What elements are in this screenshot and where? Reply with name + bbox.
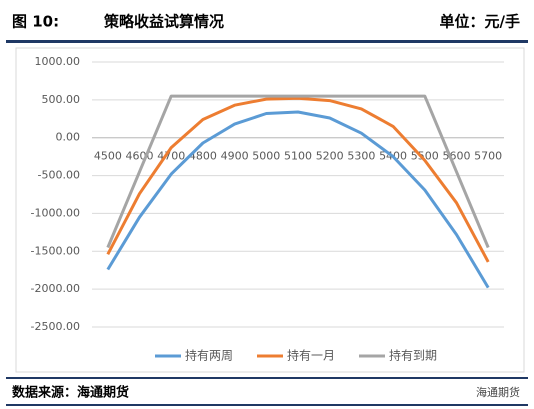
footer-rule bbox=[6, 404, 528, 406]
series-line bbox=[106, 94, 490, 249]
legend-label: 持有两周 bbox=[185, 348, 233, 363]
x-tick-label: 5200 bbox=[316, 150, 344, 163]
y-tick-label: -2500.00 bbox=[31, 320, 80, 333]
series-line bbox=[106, 110, 490, 289]
figure-label: 图 10: bbox=[12, 13, 59, 31]
x-tick-label: 4900 bbox=[221, 150, 249, 163]
y-tick-label: 0.00 bbox=[56, 131, 81, 144]
source: 数据来源：海通期货 bbox=[12, 385, 129, 401]
legend-label: 持有到期 bbox=[389, 348, 437, 363]
y-tick-label: 1000.00 bbox=[35, 55, 81, 68]
y-tick-label: -1500.00 bbox=[31, 244, 80, 257]
series-line bbox=[106, 96, 490, 263]
chart-frame bbox=[15, 47, 525, 373]
x-tick-label: 4800 bbox=[189, 150, 217, 163]
x-tick-label: 5700 bbox=[474, 150, 502, 163]
chart-title: 策略收益试算情况 bbox=[103, 13, 224, 31]
y-tick-label: -2000.00 bbox=[31, 282, 80, 295]
unit: 单位：元/手 bbox=[440, 13, 520, 31]
x-tick-label: 4500 bbox=[94, 150, 122, 163]
x-tick-label: 5300 bbox=[347, 150, 375, 163]
watermark: 海通期货 bbox=[476, 385, 520, 399]
x-tick-label: 5100 bbox=[284, 150, 312, 163]
x-tick-label: 5000 bbox=[252, 150, 280, 163]
y-tick-label: 500.00 bbox=[42, 93, 81, 106]
legend-label: 持有一月 bbox=[287, 348, 335, 363]
header-rule bbox=[6, 40, 528, 43]
y-tick-label: -500.00 bbox=[38, 169, 80, 182]
y-tick-label: -1000.00 bbox=[31, 206, 80, 219]
footer-rule bbox=[6, 377, 528, 379]
